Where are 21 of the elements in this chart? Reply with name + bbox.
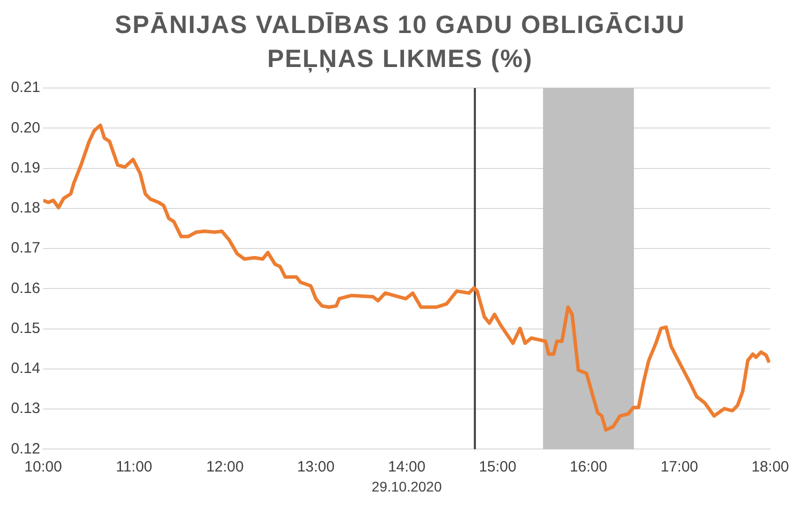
y-tick-label: 0.12 [10, 440, 40, 458]
x-tick-label: 15:00 [478, 458, 516, 476]
y-tick-label: 0.19 [10, 159, 40, 176]
y-tick-label: 0.17 [10, 240, 40, 257]
x-axis-title: 29.10.2020 [372, 478, 442, 494]
x-tick-label: 17:00 [660, 458, 698, 476]
x-tick-label: 14:00 [388, 458, 426, 476]
chart-title: SPĀNIJAS VALDĪBAS 10 GADU OBLIGĀCIJU PEĻŅAS LIKMES (%) [114, 10, 686, 75]
x-tick-label: 13:00 [297, 458, 335, 476]
y-tick-label: 0.13 [10, 400, 40, 418]
x-tick-label: 18:00 [751, 458, 790, 476]
y-tick-label: 0.20 [10, 119, 40, 136]
x-tick-label: 12:00 [206, 458, 244, 476]
x-tick-label: 11:00 [116, 458, 152, 476]
y-tick-label: 0.14 [10, 360, 40, 378]
x-tick-label: 16:00 [570, 458, 608, 476]
y-tick-label: 0.21 [10, 79, 40, 96]
y-tick-label: 0.18 [10, 200, 40, 217]
y-tick-label: 0.16 [10, 280, 40, 297]
x-tick-label: 10:00 [24, 458, 62, 476]
y-tick-label: 0.15 [10, 320, 40, 337]
